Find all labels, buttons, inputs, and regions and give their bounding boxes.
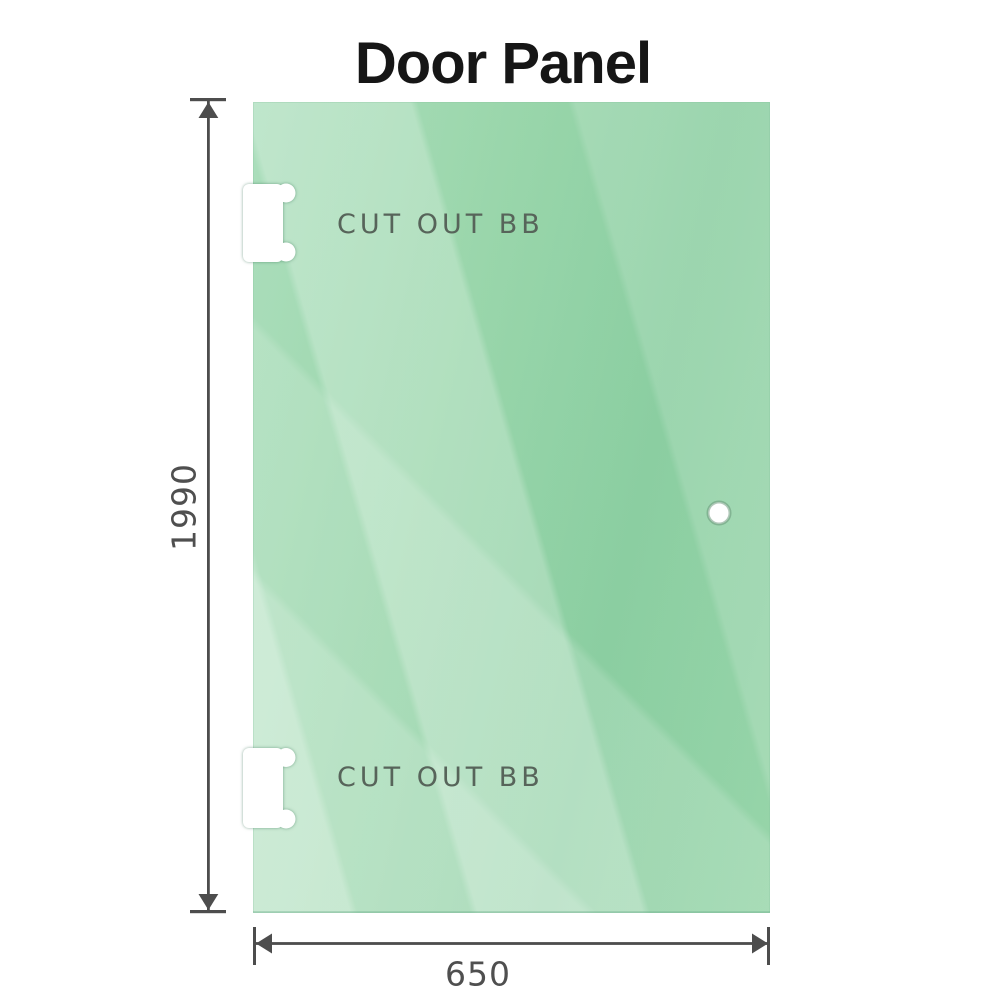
arrow-left-icon (256, 933, 272, 954)
width-dimension-value: 650 (445, 954, 511, 994)
dimension-cap-top (190, 98, 226, 102)
page-title: Door Panel (354, 31, 652, 96)
arrow-right-icon (752, 933, 768, 954)
hinge-cutout-top-icon (243, 183, 296, 262)
cutout-top-label: CUT OUT BB (337, 209, 544, 240)
dimension-tick-left (253, 927, 256, 965)
height-dimension-value: 1990 (164, 463, 204, 551)
width-dimension-line (253, 927, 770, 965)
glass-panel (253, 102, 770, 913)
dimension-tick-right (767, 927, 770, 965)
height-dimension-line (190, 98, 226, 914)
handle-hole-icon (706, 500, 732, 526)
arrow-up-icon (198, 102, 219, 118)
dimension-cap-bottom (190, 910, 226, 914)
arrow-down-icon (198, 894, 219, 910)
cutout-bottom-label: CUT OUT BB (337, 762, 544, 793)
hinge-cutout-bottom-icon (243, 748, 296, 829)
